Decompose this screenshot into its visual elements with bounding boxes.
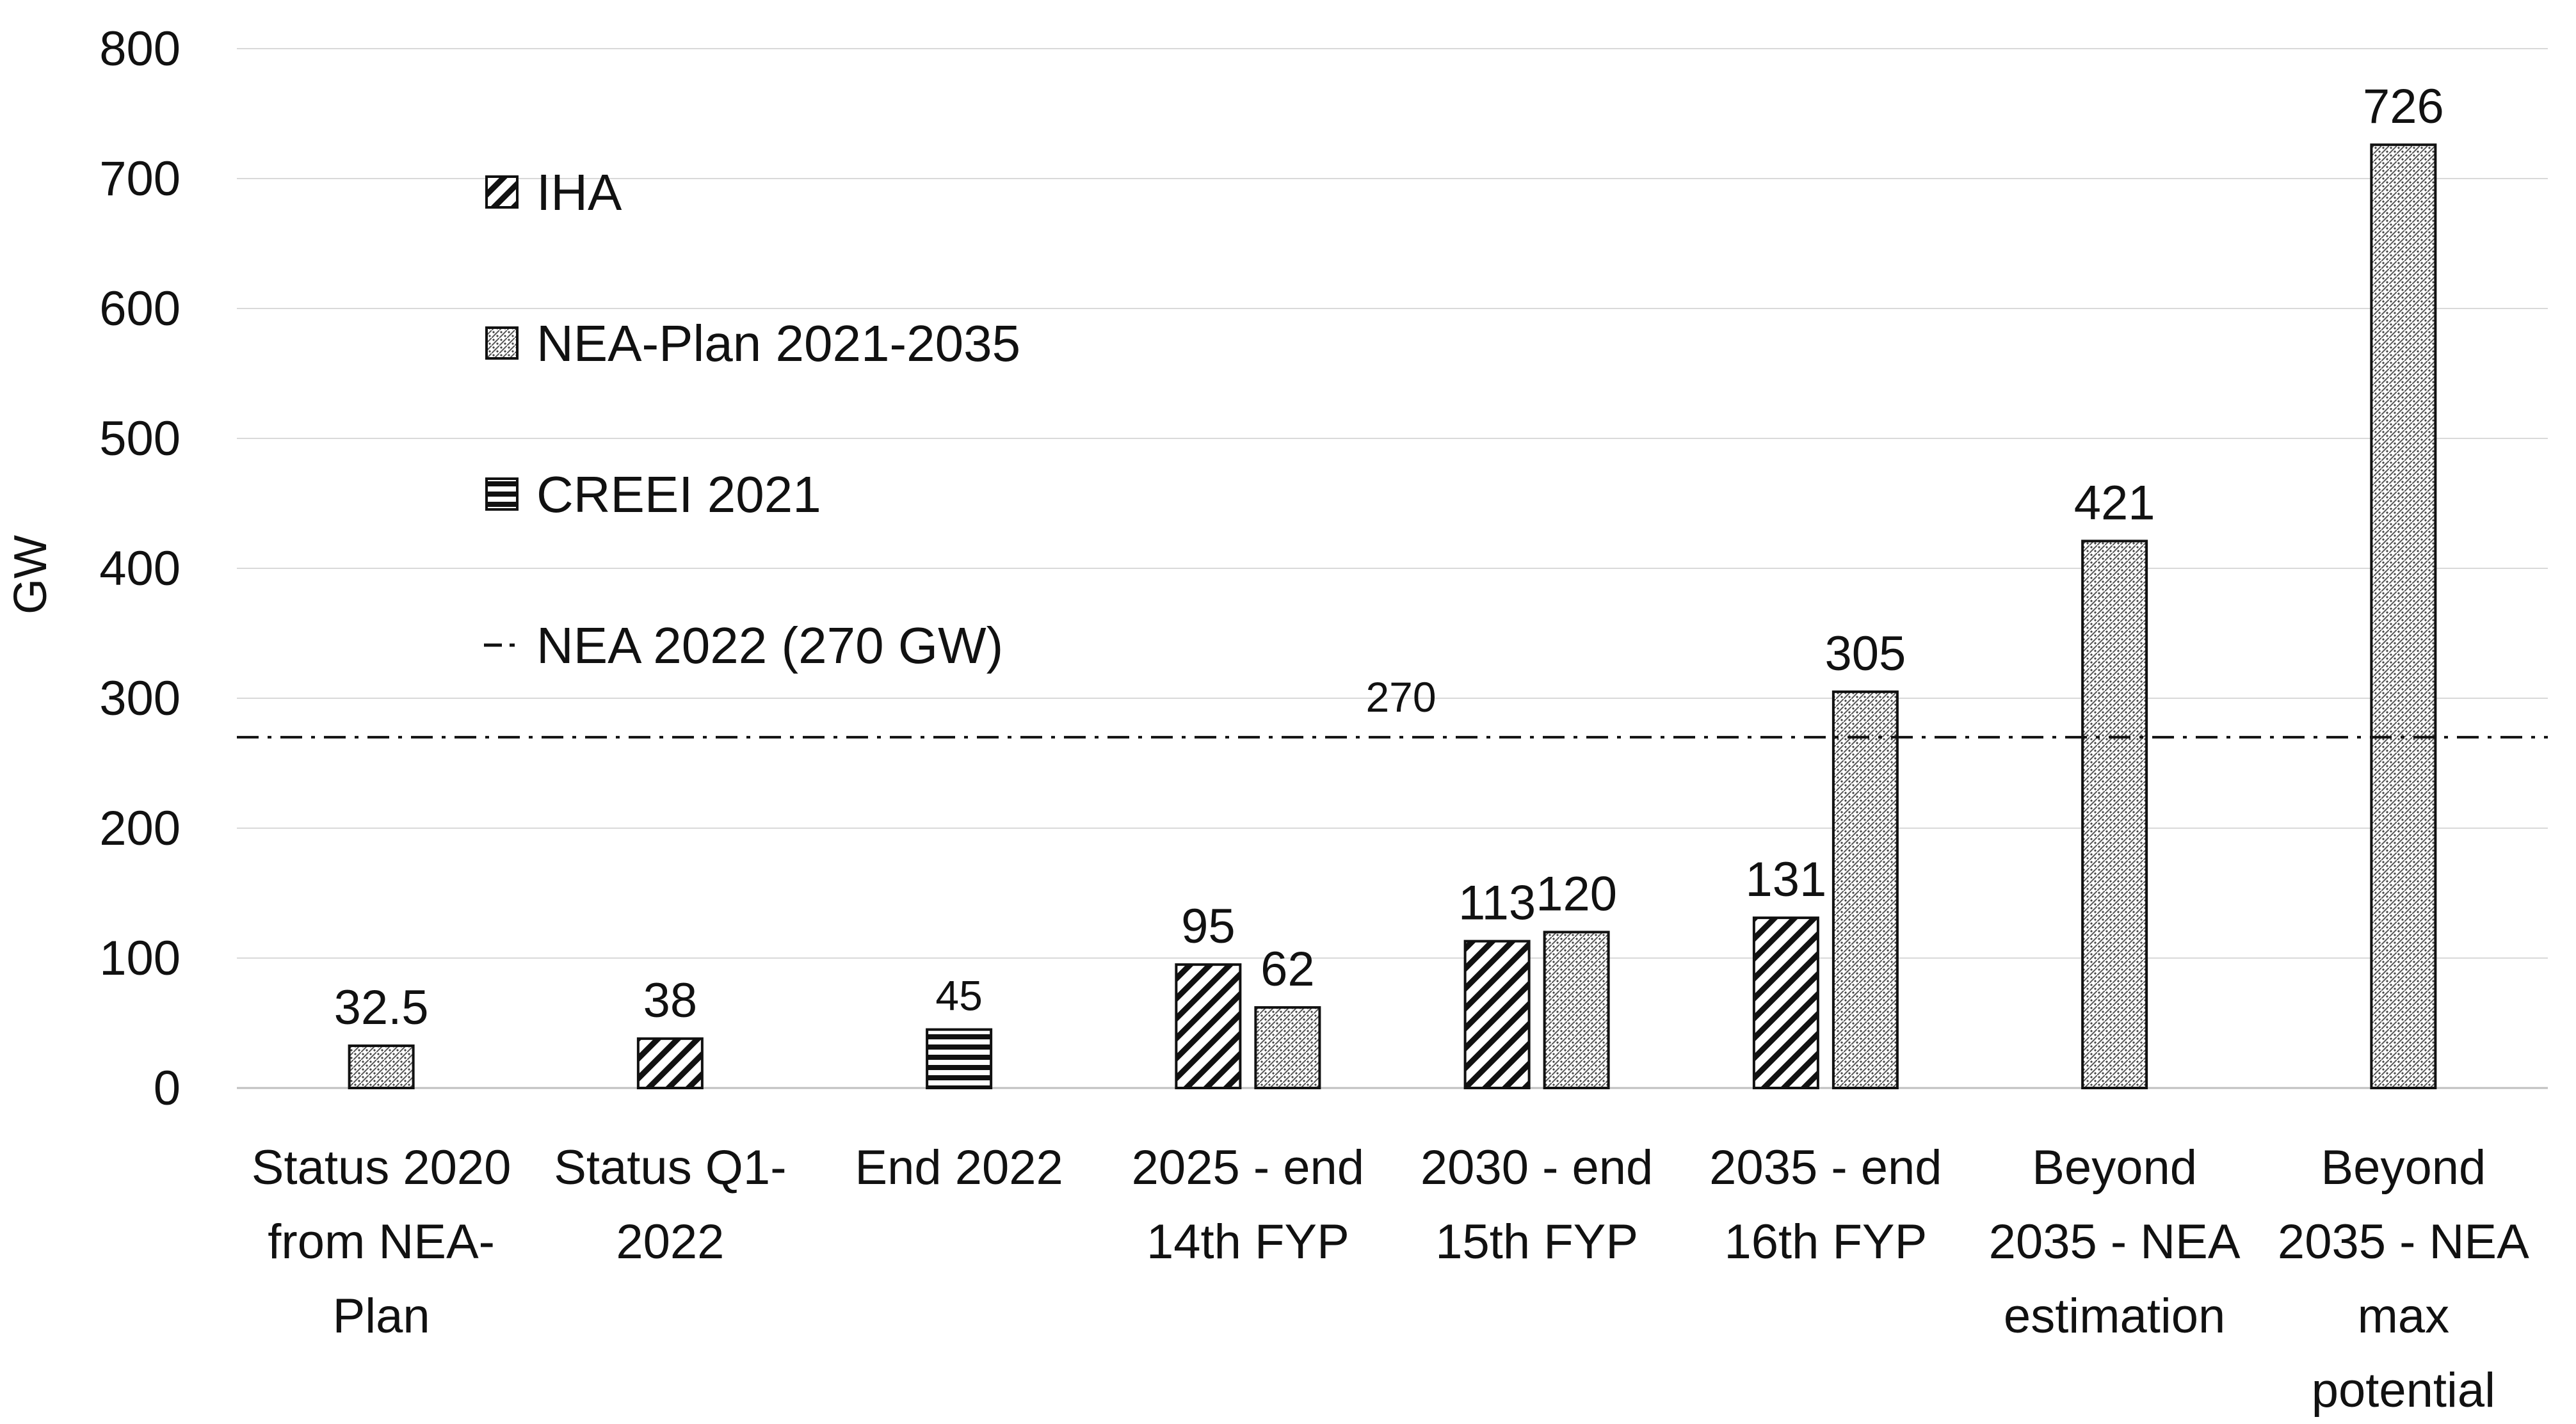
y-tick-label-400: 400 [99, 541, 181, 596]
data-label-creei-2021-3: 45 [935, 972, 982, 1020]
x-tick-label-8: Beyond 2035 - NEA max potential [2278, 1140, 2529, 1418]
data-label-iha-2: 38 [643, 973, 698, 1028]
legend-swatch-iha [485, 175, 519, 209]
y-axis-title: GW [5, 535, 56, 614]
bar-iha-4 [1175, 963, 1242, 1090]
y-tick-label-600: 600 [99, 282, 181, 336]
x-tick-label-2: Status Q1-2022 [554, 1140, 786, 1269]
bar-creei-2021-3 [926, 1028, 993, 1090]
y-tick-label-200: 200 [99, 801, 181, 856]
data-labels: 32.5 38 45 95 62 113 120 131 305 421 726 [334, 79, 2444, 1035]
bar-nea-plan-2021-2035-5 [1543, 931, 1610, 1090]
legend-item-creei-2021: CREEI 2021 [485, 466, 821, 523]
x-tick-label-4: 2025 - end 14th FYP [1132, 1140, 1364, 1269]
legend-swatch-nea-plan-2021-2035 [485, 326, 519, 360]
data-label-iha-4: 95 [1181, 899, 1236, 954]
bar-nea-plan-2021-2035-4 [1254, 1006, 1321, 1090]
data-label-nea-plan-2021-2035-7: 421 [2074, 476, 2155, 530]
legend-item-nea-2022-270-gw: NEA 2022 (270 GW) [484, 617, 1003, 674]
legend: IHA NEA-Plan 2021-2035 CREEI 2021 NEA 2022 … [484, 164, 1020, 674]
legend-label-iha: IHA [536, 164, 622, 221]
grid-lines: 0 100 200 300 400 500 600 700 800 [99, 22, 2548, 1116]
legend-item-iha: IHA [485, 164, 622, 221]
bar-nea-plan-2021-2035-6 [1831, 690, 1899, 1089]
bar-nea-plan-2021-2035-1 [348, 1044, 415, 1090]
reference-line-label: 270 [1365, 673, 1436, 721]
axes: Status 2020 from NEA-Plan Status Q1-2022 En… [237, 1087, 2548, 1418]
bar-iha-6 [1752, 916, 1819, 1089]
legend-label-creei-2021: CREEI 2021 [536, 466, 821, 523]
x-tick-label-6: 2035 - end 16th FYP [1709, 1140, 1942, 1269]
x-tick-label-5: 2030 - end 15th FYP [1421, 1140, 1653, 1269]
bar-nea-plan-2021-2035-7 [2081, 540, 2148, 1089]
legend-label-nea-plan-2021-2035: NEA-Plan 2021-2035 [536, 315, 1020, 372]
data-label-nea-plan-2021-2035-4: 62 [1260, 942, 1315, 996]
legend-label-nea-2022-270-gw: NEA 2022 (270 GW) [536, 617, 1003, 674]
x-tick-label-3: End 2022 [855, 1140, 1063, 1195]
y-tick-label-800: 800 [99, 22, 181, 76]
y-tick-label-0: 0 [154, 1061, 181, 1116]
y-tick-label-100: 100 [99, 931, 181, 986]
bar-iha-2 [636, 1037, 704, 1089]
data-label-nea-plan-2021-2035-6: 305 [1824, 627, 1906, 681]
y-tick-label-500: 500 [99, 412, 181, 466]
legend-item-nea-plan-2021-2035: NEA-Plan 2021-2035 [485, 315, 1020, 372]
y-tick-label-700: 700 [99, 152, 181, 206]
bars [348, 143, 2437, 1090]
data-label-iha-5: 113 [1458, 876, 1536, 931]
bar-nea-plan-2021-2035-8 [2370, 143, 2437, 1090]
data-label-nea-plan-2021-2035-5: 120 [1536, 867, 1617, 921]
legend-swatch-creei-2021 [485, 477, 519, 511]
data-label-iha-6: 131 [1745, 852, 1826, 907]
x-tick-label-7: Beyond 2035 - NEA estimation [1989, 1140, 2241, 1343]
data-label-nea-plan-2021-2035-1: 32.5 [334, 980, 429, 1035]
bar-iha-5 [1463, 940, 1531, 1089]
reference-line-group: 270 [237, 673, 2548, 739]
data-label-nea-plan-2021-2035-8: 726 [2363, 79, 2444, 134]
x-tick-label-1: Status 2020 from NEA-Plan [252, 1140, 511, 1343]
y-tick-label-300: 300 [99, 671, 181, 726]
